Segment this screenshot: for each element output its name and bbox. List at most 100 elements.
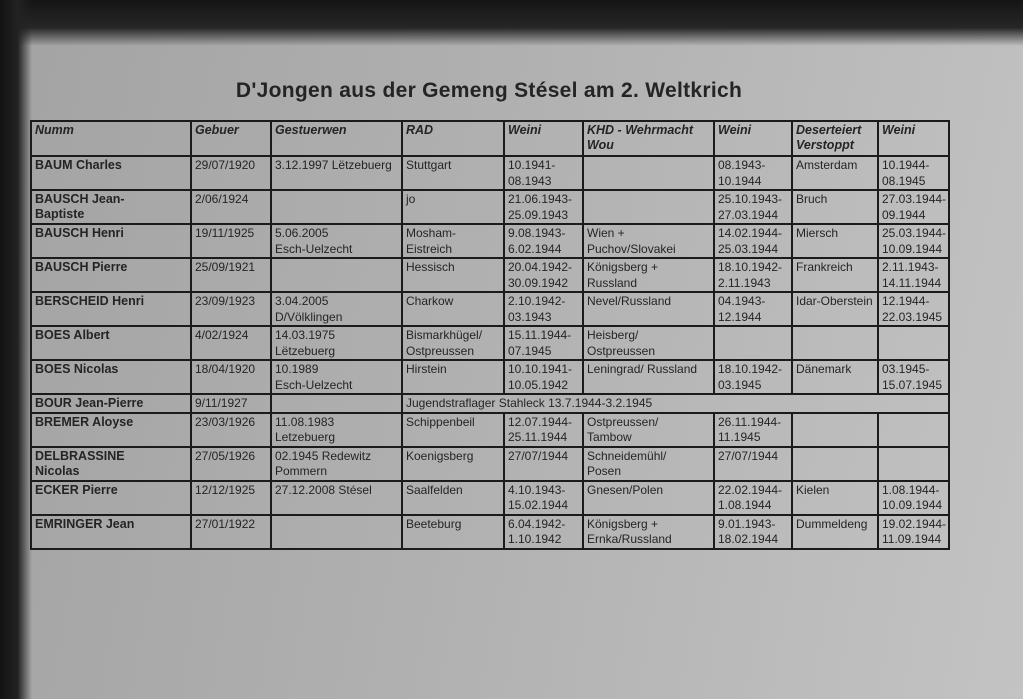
table-cell: 9.08.1943- 6.02.1944 xyxy=(503,223,584,259)
table-row: BREMER Aloyse 23/03/1926 11.08.1983 Letzeb… xyxy=(30,411,950,448)
table-cell: Bruch xyxy=(791,189,879,225)
table-cell: 10.10.1941- 10.05.1942 xyxy=(503,359,584,395)
header-row: Numm Gebuer Gestuerwen RAD Weini KHD - Wehrma… xyxy=(30,120,950,157)
table-cell: 08.1943- 10.1944 xyxy=(713,155,793,191)
column-header: KHD - Wehrmacht Wou xyxy=(582,120,715,157)
table-row: BAUM Charles 29/07/1920 3.12.1997 Lëtzebue… xyxy=(30,155,950,191)
table-cell: 19/11/1925 xyxy=(190,223,272,259)
column-header: Weini xyxy=(877,120,950,157)
table-cell: 9.01.1943- 18.02.1944 xyxy=(713,513,793,550)
table-row: ECKER Pierre 12/12/1925 27.12.2008 Stésel S… xyxy=(30,479,950,516)
table-cell xyxy=(270,257,403,293)
table-cell: 27/07/1944 xyxy=(503,445,584,482)
table-cell: 23/03/1926 xyxy=(190,411,272,448)
column-header: Deserteiert Verstoppt xyxy=(791,120,879,157)
table-cell: Stuttgart xyxy=(401,155,505,191)
document-title: D'Jongen aus der Gemeng Stésel am 2. Wel… xyxy=(235,79,743,102)
table-cell: Koenigsberg xyxy=(401,445,505,482)
table-cell xyxy=(877,325,950,361)
table-cell xyxy=(270,393,403,414)
table-cell: 14.03.1975 Lëtzebuerg xyxy=(270,325,403,361)
table-row: BAUSCH Pierre 25/09/1921 Hessisch 20.04.194… xyxy=(30,257,950,293)
table-cell: jo xyxy=(401,189,505,225)
column-header: Weini xyxy=(503,120,584,157)
table-cell: Mosham- Eistreich xyxy=(401,223,505,259)
table-body: BAUM Charles 29/07/1920 3.12.1997 Lëtzebue… xyxy=(30,155,950,550)
table-cell: 18/04/1920 xyxy=(190,359,272,395)
table-cell: Miersch xyxy=(791,223,879,259)
table-cell: 12.1944- 22.03.1945 xyxy=(877,291,950,327)
photo-dark-edge-left xyxy=(0,0,32,699)
table-cell: 27.03.1944- 09.1944 xyxy=(877,189,950,225)
table-cell: 14.02.1944- 25.03.1944 xyxy=(713,223,793,259)
table-cell xyxy=(791,445,879,482)
table-cell: 03.1945- 15.07.1945 xyxy=(877,359,950,395)
column-header: RAD xyxy=(401,120,505,157)
table-cell xyxy=(582,155,715,191)
column-header: Gebuer xyxy=(190,120,272,157)
name-cell: EMRINGER Jean xyxy=(30,513,192,550)
name-cell: BREMER Aloyse xyxy=(30,411,192,448)
table-cell: 23/09/1923 xyxy=(190,291,272,327)
table-cell: 12/12/1925 xyxy=(190,479,272,516)
table-cell: Amsterdam xyxy=(791,155,879,191)
name-cell: BAUM Charles xyxy=(30,155,192,191)
table-cell xyxy=(582,189,715,225)
column-header: Weini xyxy=(713,120,793,157)
column-header: Numm xyxy=(30,120,192,157)
table-cell xyxy=(713,325,793,361)
table-cell: 22.02.1944- 1.08.1944 xyxy=(713,479,793,516)
table-cell xyxy=(791,325,879,361)
table-cell: 26.11.1944- 11.1945 xyxy=(713,411,793,448)
table-cell: Ostpreussen/ Tambow xyxy=(582,411,715,448)
table-cell: 3.12.1997 Lëtzebuerg xyxy=(270,155,403,191)
table-cell xyxy=(877,445,950,482)
table-cell: Schippenbeil xyxy=(401,411,505,448)
table-cell: 2/06/1924 xyxy=(190,189,272,225)
table-cell: 4.10.1943- 15.02.1944 xyxy=(503,479,584,516)
table-cell: 27/07/1944 xyxy=(713,445,793,482)
table-cell: 02.1945 Redewitz Pommern xyxy=(270,445,403,482)
table-cell: 21.06.1943- 25.09.1943 xyxy=(503,189,584,225)
table-cell: 15.11.1944- 07.1945 xyxy=(503,325,584,361)
table-cell: Schneidemühl/ Posen xyxy=(582,445,715,482)
table-cell: 25/09/1921 xyxy=(190,257,272,293)
table-cell xyxy=(270,513,403,550)
table-cell: Wien + Puchov/Slovakei xyxy=(582,223,715,259)
table-cell: 12.07.1944- 25.11.1944 xyxy=(503,411,584,448)
name-cell: BAUSCH Jean- Baptiste xyxy=(30,189,192,225)
table-cell: Gnesen/Polen xyxy=(582,479,715,516)
name-cell: BOUR Jean-Pierre xyxy=(30,393,192,414)
table-cell: 25.03.1944- 10.09.1944 xyxy=(877,223,950,259)
table-cell: Idar-Oberstein xyxy=(791,291,879,327)
name-cell: ECKER Pierre xyxy=(30,479,192,516)
name-cell: BERSCHEID Henri xyxy=(30,291,192,327)
table-cell: 11.08.1983 Letzebuerg xyxy=(270,411,403,448)
table-cell: 27/05/1926 xyxy=(190,445,272,482)
table-cell: 18.10.1942- 03.1945 xyxy=(713,359,793,395)
name-cell: BAUSCH Henri xyxy=(30,223,192,259)
table-cell: 25.10.1943- 27.03.1944 xyxy=(713,189,793,225)
table-header: Numm Gebuer Gestuerwen RAD Weini KHD - Wehrma… xyxy=(30,120,950,157)
table-cell: 9/11/1927 xyxy=(190,393,272,414)
table-cell: Kielen xyxy=(791,479,879,516)
column-header: Gestuerwen xyxy=(270,120,403,157)
table-row: DELBRASSINE Nicolas 27/05/1926 02.1945 Red… xyxy=(30,445,950,482)
table-row: EMRINGER Jean 27/01/1922 Beeteburg 6.04.194… xyxy=(30,513,950,550)
table-cell: Charkow xyxy=(401,291,505,327)
table-cell: Königsberg + Russland xyxy=(582,257,715,293)
name-cell: DELBRASSINE Nicolas xyxy=(30,445,192,482)
table-cell: 27.12.2008 Stésel xyxy=(270,479,403,516)
table-cell: Frankreich xyxy=(791,257,879,293)
table-cell xyxy=(270,189,403,225)
table-cell: 4/02/1924 xyxy=(190,325,272,361)
name-cell: BOES Albert xyxy=(30,325,192,361)
table-cell: Hessisch xyxy=(401,257,505,293)
table-cell: Nevel/Russland xyxy=(582,291,715,327)
table-cell: Heisberg/ Ostpreussen xyxy=(582,325,715,361)
table-cell: 10.1944- 08.1945 xyxy=(877,155,950,191)
table-cell: Königsberg + Ernka/Russland xyxy=(582,513,715,550)
table-row: BOUR Jean-Pierre 9/11/1927 Jugendstraflage… xyxy=(30,393,950,414)
table-cell: 18.10.1942- 2.11.1943 xyxy=(713,257,793,293)
table-row: BOES Nicolas 18/04/1920 10.1989 Esch-Uelze… xyxy=(30,359,950,395)
